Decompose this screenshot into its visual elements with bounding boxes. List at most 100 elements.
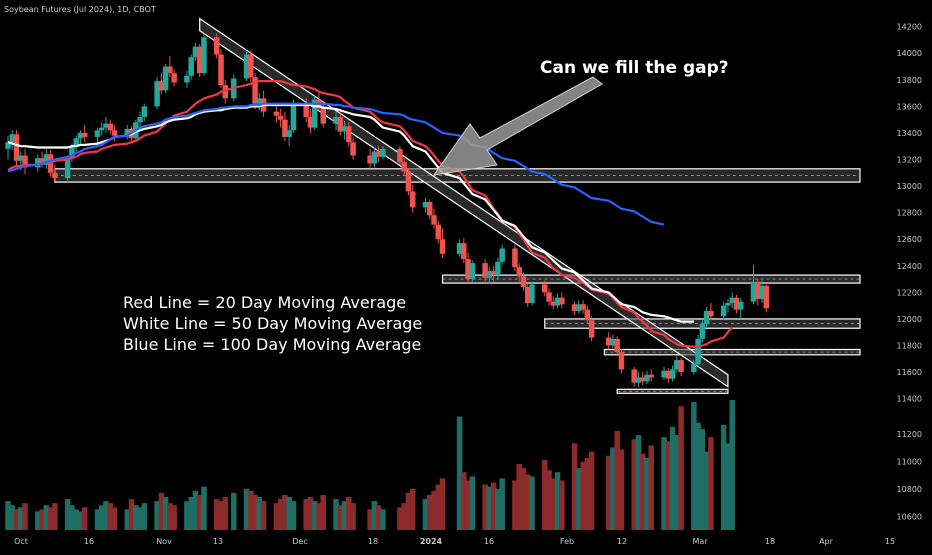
candle-body [435,224,442,240]
volume-bar [644,457,650,530]
candle-body [524,287,531,303]
volume-bar [333,499,339,530]
candle-body [631,369,637,383]
candle-body [482,263,488,278]
volume-bar [107,503,113,530]
time-tick-label: Feb [560,537,574,546]
candle-body [720,305,727,317]
volume-bar [320,494,326,530]
candle-body [409,191,416,208]
volume-bar [529,476,535,530]
candle-body [699,324,706,339]
candle-body [307,116,314,128]
volume-bar [469,476,476,530]
candle-body [256,98,263,104]
price-tick-label: 12800 [897,209,922,218]
volume-bar [729,400,735,530]
price-tick-label: 10800 [897,485,922,494]
volume-bar [371,501,378,530]
candle-body [456,243,463,254]
candle-body [512,248,518,268]
volume-bar [69,505,75,530]
candle-body [375,151,382,157]
candle-body [610,338,616,346]
volume-bar [73,509,79,530]
volume-bar [588,451,595,530]
volume-bar [720,424,727,530]
candle-body [469,263,476,280]
volume-bar [201,486,207,530]
time-tick-label: Dec [292,537,307,546]
volume-bar [665,441,672,530]
volume-bar [154,501,160,530]
volume-bar [18,507,24,530]
candle-body [286,130,292,137]
candle-body [733,297,740,310]
candle-body [691,364,697,373]
volume-bar [461,472,467,530]
volume-bar [171,505,177,530]
volume-bar [610,447,616,530]
volume-bar [337,505,344,530]
candle-body [154,81,160,107]
candle-body [708,310,714,317]
volume-bar [303,499,309,530]
candle-body [218,54,224,86]
time-tick-label: 12 [617,537,627,546]
candle-body [614,338,620,353]
candle-body [303,103,309,117]
volume-bar [605,455,612,530]
volume-bar [397,507,403,530]
candle-body [243,54,250,79]
price-tick-label: 13400 [897,129,922,138]
volume-bar [559,480,565,530]
volume-bar [277,499,284,530]
candle-body [18,155,24,161]
candle-body [248,54,254,78]
volume-bar [196,494,203,530]
legend-red-label: Red Line = 20 Day Moving Average [123,293,406,312]
candle-body [559,297,565,305]
price-axis[interactable]: 10600 10800 11000 11200 11400 11600 11800 12000… [897,23,922,522]
volume-bar [133,505,139,530]
candle-body [665,370,672,379]
candle-body [516,267,522,277]
volume-bar [661,437,667,530]
candle-body [439,239,446,254]
candle-body [333,116,339,124]
candle-body [401,162,407,172]
volume-bar [252,494,258,530]
candle-body [167,66,173,74]
candle-body [648,374,655,378]
price-tick-label: 12200 [897,288,922,297]
time-tick-label: 2024 [420,537,443,546]
volume-bar [47,507,54,530]
candle-body [320,107,326,124]
price-tick-label: 10600 [897,512,922,521]
arrow-shape [432,76,603,176]
volume-bar [439,478,446,530]
candle-body [201,37,207,74]
volume-bar [639,453,646,530]
candle-body [311,99,318,128]
volume-bar [546,470,552,530]
volume-bar [231,492,237,530]
volume-bar [162,496,169,530]
candle-body [196,46,203,74]
price-tick-label: 11000 [897,458,922,467]
time-tick-label: 18 [368,537,378,546]
candle-body [94,130,101,137]
candle-body [350,142,356,156]
time-axis[interactable]: Oct 16 Nov 13 Dec 18 2024 16 Feb 12 Mar 18 Apr 15 [14,537,895,546]
volume-bar [188,496,194,530]
candle-body [73,138,79,147]
volume-bar [614,430,620,530]
candle-body [703,310,710,325]
callout-arrow [432,76,603,176]
candle-body [188,57,194,76]
volume-bar [542,459,548,530]
candle-body [499,248,505,262]
candle-body [371,151,378,164]
